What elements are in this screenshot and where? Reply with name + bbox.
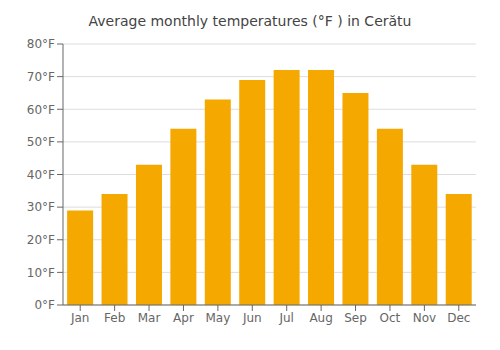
svg-text:May: May <box>205 311 230 325</box>
svg-text:Oct: Oct <box>380 311 401 325</box>
svg-text:Jul: Jul <box>278 311 293 325</box>
svg-text:0°F: 0°F <box>34 298 55 312</box>
svg-text:Jan: Jan <box>70 311 90 325</box>
svg-text:70°F: 70°F <box>27 70 55 84</box>
svg-text:Sep: Sep <box>344 311 367 325</box>
svg-text:80°F: 80°F <box>27 37 55 51</box>
svg-text:30°F: 30°F <box>27 200 55 214</box>
svg-text:60°F: 60°F <box>27 103 55 117</box>
html-text:Average monthly temperatures (: Average monthly temperatures (°F ) in Ce… <box>88 13 412 29</box>
svg-text:Jun: Jun <box>242 311 262 325</box>
svg-text:Dec: Dec <box>447 311 470 325</box>
svg-text:20°F: 20°F <box>27 233 55 247</box>
svg-text:Feb: Feb <box>104 311 125 325</box>
svg-text:Aug: Aug <box>309 311 332 325</box>
svg-text:50°F: 50°F <box>27 135 55 149</box>
svg-text:Nov: Nov <box>413 311 436 325</box>
svg-text:10°F: 10°F <box>27 266 55 280</box>
svg-text:Apr: Apr <box>173 311 194 325</box>
svg-text:40°F: 40°F <box>27 168 55 182</box>
svg-text:Mar: Mar <box>138 311 161 325</box>
